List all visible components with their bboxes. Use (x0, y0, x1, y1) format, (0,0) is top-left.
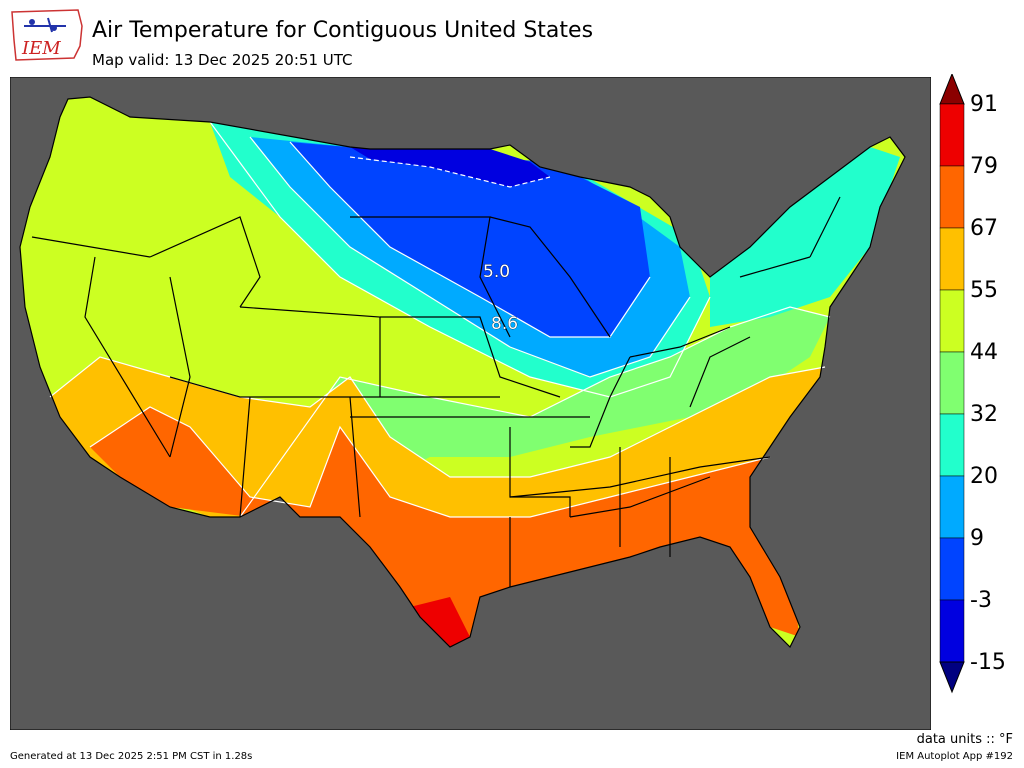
contour-label-8-6: 8.6 (491, 314, 518, 334)
colorbar-tick: 32 (970, 402, 998, 427)
colorbar-tick: 20 (970, 464, 998, 489)
colorbar-tick: 9 (970, 526, 984, 551)
contour-label-5: 5.0 (483, 262, 510, 282)
units-label: data units :: °F (916, 732, 1013, 747)
colorbar (939, 74, 965, 694)
logo-text: IEM (21, 38, 61, 59)
iem-logo: IEM (8, 6, 86, 66)
colorbar-tick: -3 (970, 588, 992, 613)
temperature-map: 5.0 8.6 (10, 77, 931, 730)
colorbar-min-arrow (939, 661, 965, 694)
page-title: Air Temperature for Contiguous United St… (92, 18, 594, 43)
app-credit: IEM Autoplot App #192 (896, 751, 1013, 762)
colorbar-tick: 79 (970, 154, 998, 179)
colorbar-tick: 55 (970, 278, 998, 303)
colorbar-tick: 44 (970, 340, 998, 365)
generated-timestamp: Generated at 13 Dec 2025 2:51 PM CST in … (10, 751, 253, 762)
colorbar-tick: -15 (970, 650, 1006, 675)
map-valid-time: Map valid: 13 Dec 2025 20:51 UTC (92, 51, 353, 69)
state-borders (19, 96, 906, 649)
colorbar-max-arrow (939, 74, 965, 105)
colorbar-tick: 67 (970, 216, 998, 241)
colorbar-tick: 91 (970, 92, 998, 117)
